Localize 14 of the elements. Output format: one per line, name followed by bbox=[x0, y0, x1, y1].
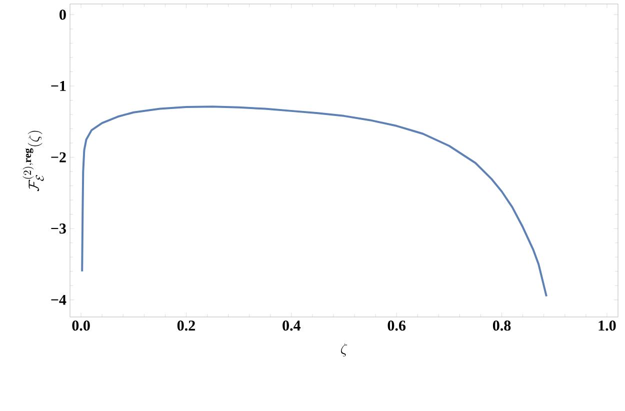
y-axis-title: $\mathcal{F}^{(2),\mathbf{reg}}_{\mathcal{E}}(\zeta)$ bbox=[22, 130, 44, 192]
y-tick-label: −2 bbox=[51, 152, 66, 162]
y-tick-label: −3 bbox=[51, 224, 66, 234]
y-tick-label: −4 bbox=[51, 294, 66, 305]
x-tick-label: 0.6 bbox=[388, 320, 406, 331]
x-tick-label: 0.4 bbox=[282, 320, 300, 331]
x-tick-label: 0.0 bbox=[72, 320, 90, 331]
x-tick-label: 0.2 bbox=[177, 320, 195, 331]
x-tick-label: 0.8 bbox=[492, 320, 511, 331]
line-series bbox=[81, 106, 548, 298]
y-tick-label: 0 bbox=[60, 10, 66, 20]
x-tick-label: 1.0 bbox=[598, 320, 616, 331]
x-axis-title: $\zeta$ bbox=[341, 344, 348, 357]
y-tick-label: −1 bbox=[51, 81, 66, 91]
